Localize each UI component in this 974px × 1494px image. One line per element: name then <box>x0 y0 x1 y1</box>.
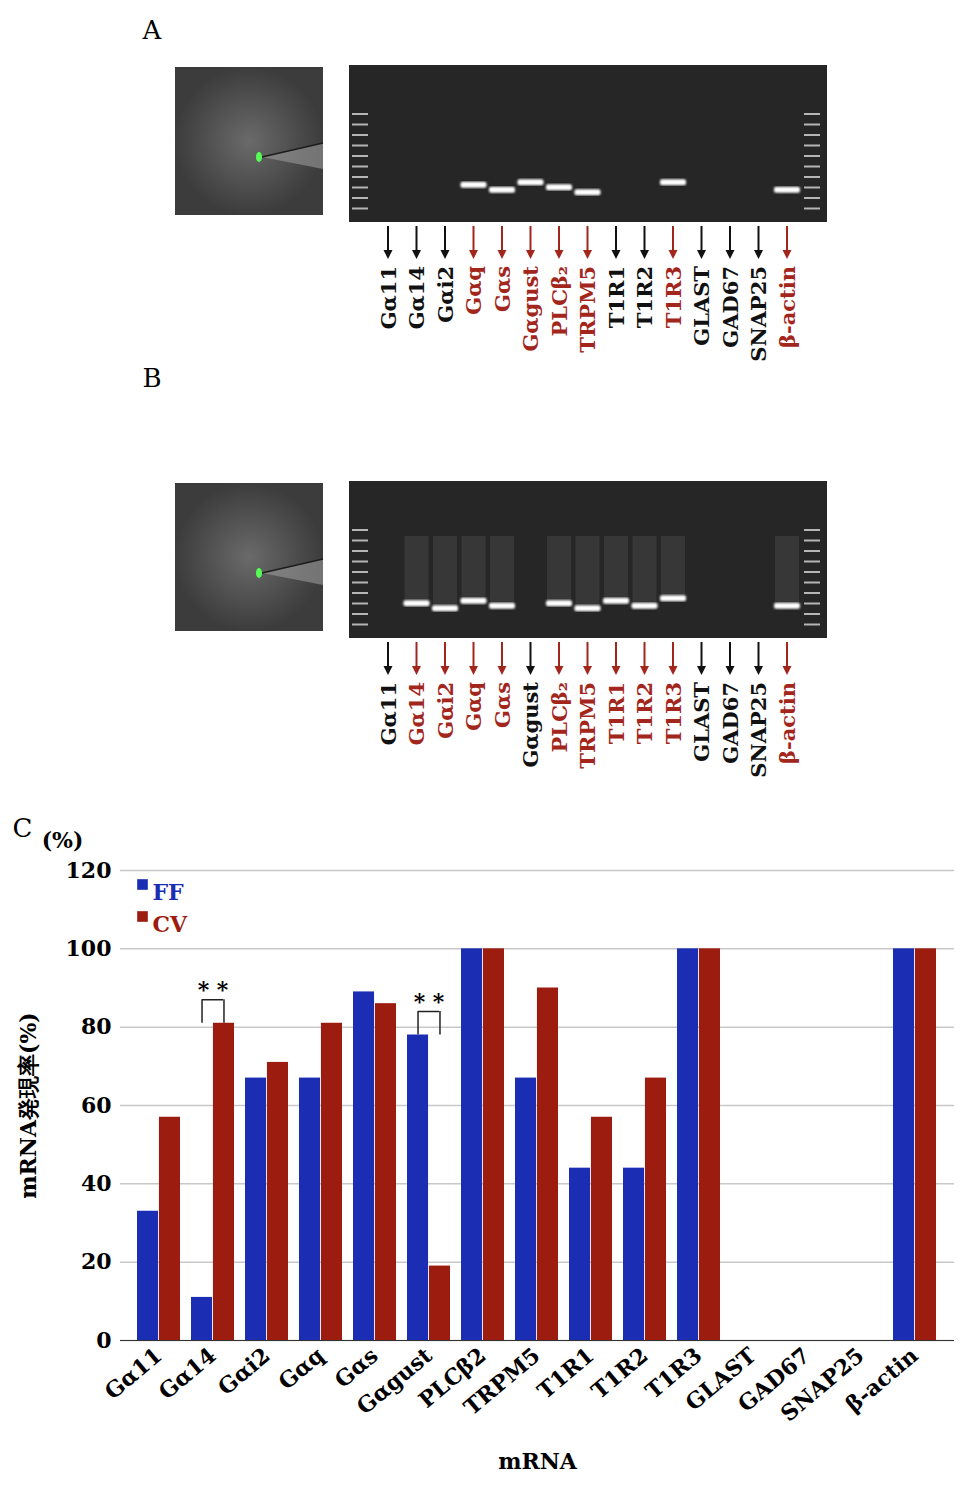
svg-text:mRNA: mRNA <box>498 1448 578 1474</box>
svg-text:mRNA発現率(%): mRNA発現率(%) <box>15 1012 41 1198</box>
svg-text:T1R3: T1R3 <box>661 682 686 744</box>
svg-text:Gαi2: Gαi2 <box>433 266 458 323</box>
svg-text:GLAST: GLAST <box>689 682 714 762</box>
svg-text:PLCβ₂: PLCβ₂ <box>547 266 572 336</box>
svg-text:TRPM5: TRPM5 <box>458 1342 544 1420</box>
svg-text:Gαq: Gαq <box>461 266 486 315</box>
svg-text:T1R3: T1R3 <box>661 266 686 328</box>
svg-text:Gαgust: Gαgust <box>518 682 543 768</box>
svg-text:PLCβ₂: PLCβ₂ <box>547 682 572 752</box>
svg-text:PLCβ2: PLCβ2 <box>413 1341 491 1413</box>
svg-text:Gα11: Gα11 <box>99 1342 167 1405</box>
svg-text:Gαs: Gαs <box>490 682 515 728</box>
svg-text:Gα11: Gα11 <box>376 266 401 329</box>
svg-text:GLAST: GLAST <box>689 266 714 346</box>
svg-text:Gαq: Gαq <box>461 682 486 731</box>
svg-text:0: 0 <box>96 1327 111 1353</box>
svg-text:60: 60 <box>81 1092 112 1118</box>
svg-text:SNAP25: SNAP25 <box>775 1341 869 1427</box>
svg-text:Gα11: Gα11 <box>376 682 401 745</box>
svg-text:SNAP25: SNAP25 <box>746 682 771 778</box>
svg-text:Gαgust: Gαgust <box>351 1341 437 1420</box>
svg-text:GAD67: GAD67 <box>732 1341 815 1417</box>
svg-text:(%): (%) <box>42 827 84 853</box>
svg-text:Gαi2: Gαi2 <box>433 682 458 739</box>
svg-text:Gαs: Gαs <box>490 266 515 312</box>
svg-text:40: 40 <box>81 1170 112 1196</box>
svg-text:β-actin: β-actin <box>775 682 800 764</box>
svg-text:T1R1: T1R1 <box>532 1342 599 1404</box>
svg-text:120: 120 <box>66 857 112 883</box>
svg-text:β-actin: β-actin <box>775 266 800 348</box>
svg-text:β-actin: β-actin <box>840 1342 923 1417</box>
svg-text:GLAST: GLAST <box>680 1341 761 1416</box>
svg-text:100: 100 <box>66 935 112 961</box>
svg-text:T1R3: T1R3 <box>640 1341 707 1404</box>
svg-text:80: 80 <box>81 1013 112 1039</box>
svg-text:GAD67: GAD67 <box>718 682 743 764</box>
svg-text:B: B <box>142 363 161 393</box>
svg-text:T1R2: T1R2 <box>632 682 657 744</box>
svg-text:Gα14: Gα14 <box>404 682 429 745</box>
svg-text:T1R1: T1R1 <box>604 682 629 744</box>
svg-text:Gαgust: Gαgust <box>518 266 543 352</box>
svg-text:Gαq: Gαq <box>273 1342 329 1395</box>
svg-text:A: A <box>142 15 163 45</box>
svg-text:Gαi2: Gαi2 <box>213 1342 275 1400</box>
svg-text:CV: CV <box>153 911 189 937</box>
svg-text:T1R1: T1R1 <box>604 266 629 328</box>
svg-text:T1R2: T1R2 <box>586 1342 653 1404</box>
svg-text:* *: * * <box>414 988 445 1014</box>
svg-text:SNAP25: SNAP25 <box>746 266 771 362</box>
svg-text:C: C <box>13 813 33 843</box>
svg-text:* *: * * <box>198 976 229 1002</box>
svg-text:FF: FF <box>153 879 185 905</box>
svg-text:TRPM5: TRPM5 <box>575 266 600 353</box>
svg-text:T1R2: T1R2 <box>632 266 657 328</box>
svg-text:Gα14: Gα14 <box>153 1342 221 1405</box>
svg-text:TRPM5: TRPM5 <box>575 682 600 769</box>
svg-text:Gαs: Gαs <box>329 1341 383 1393</box>
svg-text:Gα14: Gα14 <box>404 266 429 329</box>
svg-text:20: 20 <box>81 1248 112 1274</box>
svg-text:GAD67: GAD67 <box>718 266 743 348</box>
